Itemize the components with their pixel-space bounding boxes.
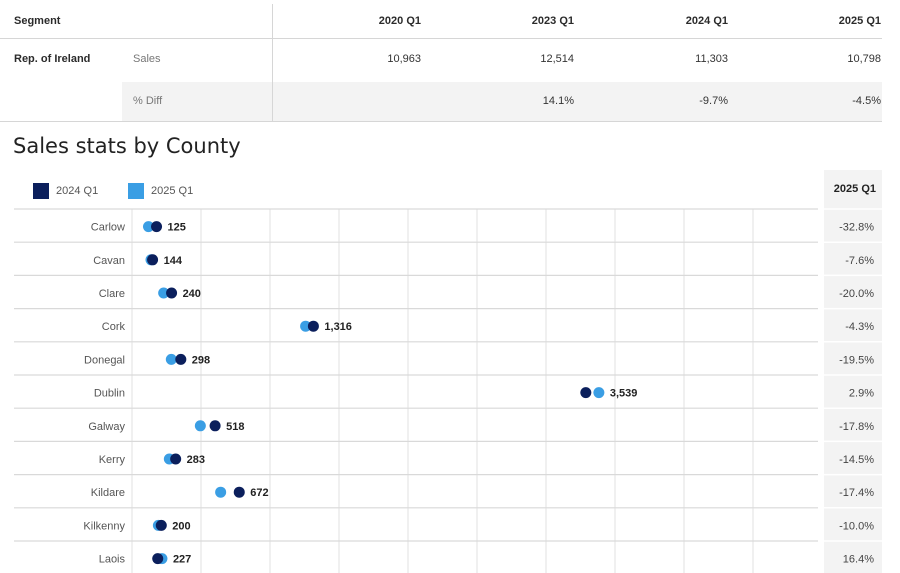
value-label-cork: 1,316: [324, 321, 352, 333]
period-header-2023q1: 2023 Q1: [531, 15, 574, 27]
county-label-dublin: Dublin: [94, 388, 125, 400]
dot-2025q1-donegal: [165, 353, 177, 365]
county-label-laois: Laois: [99, 554, 126, 566]
value-label-cavan: 144: [164, 255, 183, 267]
value-label-kilkenny: 200: [172, 520, 190, 532]
sales-2020q1: 10,963: [387, 53, 421, 65]
value-label-carlow: 125: [168, 222, 186, 234]
dot-2024q1-carlow: [151, 221, 163, 233]
dot-2024q1-dublin: [580, 387, 592, 399]
dot-2025q1-carlow: [142, 221, 154, 233]
dot-2024q1-cavan: [147, 254, 159, 266]
dot-2024q1-donegal: [175, 353, 187, 365]
dot-2024q1-clare: [166, 287, 178, 299]
dot-2024q1-galway: [209, 420, 221, 432]
dot-2025q1-galway: [194, 420, 206, 432]
county-label-carlow: Carlow: [91, 222, 125, 234]
summary-bottom-border: [0, 121, 882, 122]
county-label-clare: Clare: [99, 288, 125, 300]
pct-diff-kildare: -17.4%: [839, 487, 874, 499]
county-label-cavan: Cavan: [93, 255, 125, 267]
pct-diff-cork: -4.3%: [845, 321, 874, 333]
pct-diff-2025q1: -4.5%: [852, 95, 881, 107]
pct-column-header: 2025 Q1: [834, 183, 876, 195]
pct-diff-2024q1: -9.7%: [699, 95, 728, 107]
dot-2024q1-kerry: [170, 453, 182, 465]
county-label-kerry: Kerry: [99, 454, 126, 466]
dot-2025q1-kildare: [215, 486, 227, 498]
value-label-clare: 240: [183, 288, 201, 300]
pct-diff-galway: -17.8%: [839, 421, 874, 433]
county-label-donegal: Donegal: [84, 354, 125, 366]
pct-diff-cavan: -7.6%: [845, 255, 874, 267]
value-label-donegal: 298: [192, 354, 210, 366]
value-label-kerry: 283: [187, 454, 205, 466]
period-header-2020q1: 2020 Q1: [378, 15, 421, 27]
pct-diff-donegal: -19.5%: [839, 354, 874, 366]
pct-diff-laois: 16.4%: [843, 554, 874, 566]
sales-2025q1: 10,798: [847, 53, 881, 65]
county-label-cork: Cork: [102, 321, 126, 333]
dot-2024q1-laois: [152, 553, 164, 565]
sales-2023q1: 12,514: [540, 53, 574, 65]
value-label-kildare: 672: [250, 487, 268, 499]
chart-title: Sales stats by County: [13, 134, 241, 158]
dot-2025q1-dublin: [593, 387, 605, 399]
period-header-2024q1: 2024 Q1: [685, 15, 728, 27]
pct-column-background: [824, 170, 882, 573]
dot-2024q1-kildare: [233, 486, 245, 498]
summary-table: Segment 2020 Q1 2023 Q1 2024 Q1 2025 Q1 …: [0, 0, 900, 122]
legend-label-2024q1: 2024 Q1: [56, 185, 99, 197]
county-label-kildare: Kildare: [91, 487, 125, 499]
value-label-laois: 227: [173, 554, 191, 566]
dot-2024q1-kilkenny: [155, 519, 167, 531]
pct-diff-dublin: 2.9%: [849, 388, 874, 400]
legend-label-2025q1: 2025 Q1: [151, 185, 194, 197]
legend-swatch-2025q1: [128, 183, 144, 199]
summary-header-divider: [0, 38, 882, 39]
dot-2025q1-cork: [300, 320, 312, 332]
pct-diff-kerry: -14.5%: [839, 454, 874, 466]
pct-diff-2023q1: 14.1%: [542, 95, 574, 107]
county-label-galway: Galway: [88, 421, 125, 433]
pct-diff-row-shade: [122, 82, 882, 121]
pct-diff-clare: -20.0%: [839, 288, 874, 300]
value-label-galway: 518: [226, 421, 244, 433]
dot-2024q1-cork: [307, 320, 319, 332]
dot-2025q1-clare: [158, 287, 170, 299]
sales-2024q1: 11,303: [695, 53, 728, 65]
value-label-dublin: 3,539: [610, 388, 638, 400]
county-label-kilkenny: Kilkenny: [83, 520, 125, 532]
segment-name: Rep. of Ireland: [14, 53, 91, 65]
metric-pct-diff-label: % Diff: [133, 95, 163, 107]
pct-diff-carlow: -32.8%: [839, 222, 874, 234]
period-header-2025q1: 2025 Q1: [838, 15, 881, 27]
pct-diff-kilkenny: -10.0%: [839, 520, 874, 532]
metric-sales-label: Sales: [133, 53, 161, 65]
county-dot-plot: 2025 Q1 Carlow 125 -32.8% Cavan 144 -7.6% Clare…: [14, 170, 882, 573]
legend-swatch-2024q1: [33, 183, 49, 199]
segment-header: Segment: [14, 15, 61, 27]
summary-column-divider: [272, 4, 273, 121]
